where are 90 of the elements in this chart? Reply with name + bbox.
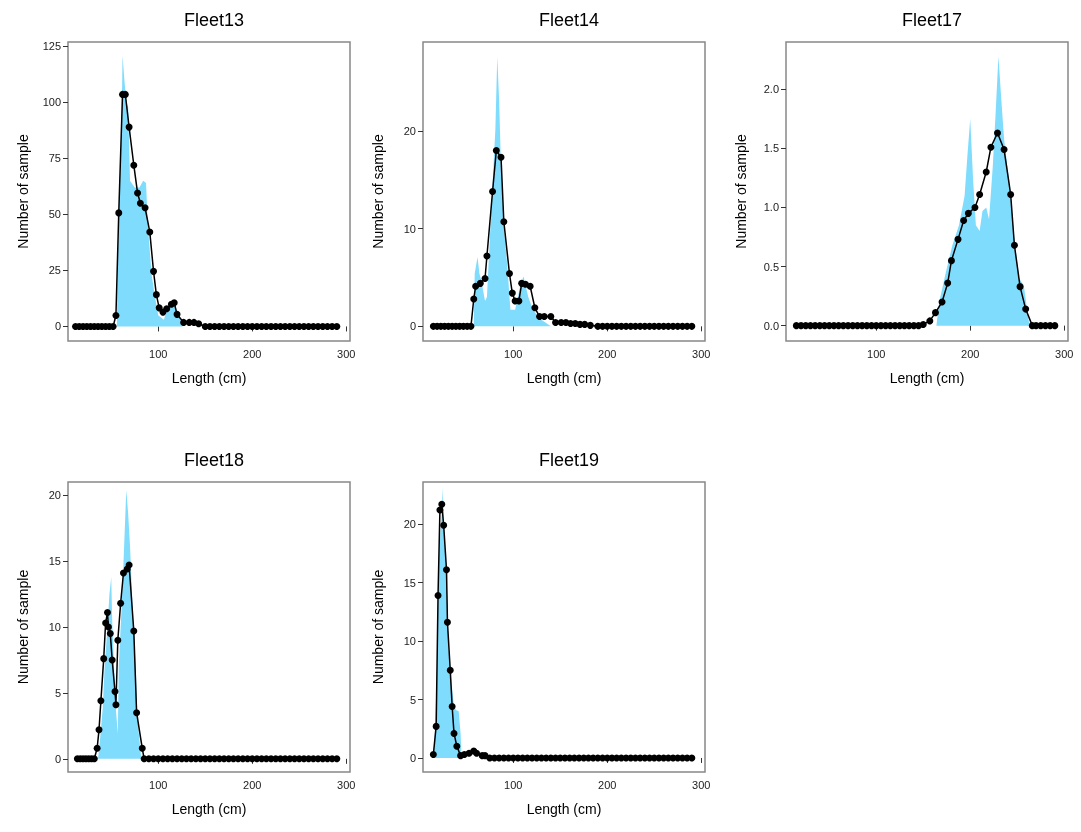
x-tick-label: 300 [692, 347, 711, 360]
y-tick-label: 5 [54, 686, 61, 699]
chart-title: Fleet13 [183, 10, 245, 30]
chart-title: Fleet14 [538, 10, 600, 30]
point [960, 216, 968, 224]
y-tick-label: 0 [54, 752, 61, 765]
y-tick-label: 20 [403, 124, 416, 137]
x-axis-title: Length (cm) [171, 801, 247, 817]
x-tick-label: 200 [598, 778, 617, 791]
point [531, 304, 539, 312]
point [481, 274, 489, 282]
x-tick-label: 300 [337, 778, 356, 791]
point [1016, 283, 1024, 291]
point [1022, 305, 1030, 313]
point [688, 322, 696, 330]
point [931, 309, 939, 317]
x-axis-title: Length (cm) [526, 370, 602, 386]
x-tick-label: 300 [692, 778, 711, 791]
x-tick-label: 100 [504, 347, 523, 360]
point [919, 320, 927, 328]
x-tick-label: 200 [598, 347, 617, 360]
y-tick-label: 125 [42, 40, 61, 53]
y-axis-title: Number of sample [15, 134, 31, 249]
point [1010, 241, 1018, 249]
y-tick-label: 0.0 [763, 319, 779, 332]
point [987, 143, 995, 151]
point [526, 282, 534, 290]
y-tick-label: 5 [409, 693, 416, 706]
y-tick-label: 1.5 [763, 142, 779, 155]
y-tick-label: 15 [48, 555, 61, 568]
point [947, 257, 955, 265]
x-tick-label: 300 [1055, 347, 1074, 360]
point [497, 153, 505, 161]
y-tick-label: 100 [42, 96, 61, 109]
y-tick-label: 2.0 [763, 83, 779, 96]
x-tick-label: 200 [961, 347, 980, 360]
point [1051, 322, 1059, 330]
y-tick-label: 20 [48, 489, 61, 502]
point [505, 270, 513, 278]
point [508, 289, 516, 297]
x-tick-label: 100 [504, 778, 523, 791]
y-axis-title: Number of sample [370, 134, 386, 249]
y-tick-label: 50 [48, 208, 61, 221]
x-axis-title: Length (cm) [526, 801, 602, 817]
y-axis-title: Number of sample [15, 569, 31, 685]
x-tick-label: 200 [243, 778, 262, 791]
y-axis-title: Number of sample [370, 569, 386, 685]
point [1000, 146, 1008, 154]
x-tick-label: 100 [149, 778, 168, 791]
y-tick-label: 20 [403, 518, 416, 531]
x-tick-label: 200 [243, 347, 262, 360]
point [982, 168, 990, 176]
x-tick-label: 300 [337, 347, 356, 360]
y-tick-label: 0.5 [763, 260, 779, 273]
x-tick-label: 100 [867, 347, 886, 360]
point [472, 282, 480, 290]
point [976, 190, 984, 198]
x-axis-title: Length (cm) [171, 370, 247, 386]
y-tick-label: 0 [409, 751, 416, 764]
y-tick-label: 10 [403, 635, 416, 648]
point [971, 203, 979, 211]
point [1007, 190, 1015, 198]
point [547, 313, 555, 321]
y-tick-label: 0 [54, 320, 61, 333]
y-tick-label: 75 [48, 152, 61, 165]
point [476, 279, 484, 287]
y-tick-label: 1.0 [763, 201, 779, 214]
point [954, 235, 962, 243]
point [492, 146, 500, 154]
x-tick-label: 100 [149, 347, 168, 360]
chart-title: Fleet18 [183, 450, 245, 470]
point [489, 188, 497, 195]
y-tick-label: 10 [403, 222, 416, 235]
chart-title: Fleet19 [538, 450, 600, 470]
point [581, 320, 589, 328]
point [944, 279, 952, 287]
y-axis-title: Number of sample [733, 134, 749, 249]
point [500, 218, 508, 226]
point [964, 209, 972, 217]
point [470, 295, 478, 303]
y-tick-label: 0 [409, 320, 416, 333]
point [994, 129, 1001, 137]
point [926, 317, 934, 325]
y-tick-label: 10 [48, 621, 61, 633]
y-tick-label: 25 [48, 264, 61, 277]
point [586, 321, 594, 329]
x-axis-title: Length (cm) [889, 370, 965, 386]
y-tick-label: 15 [403, 576, 416, 589]
point [467, 322, 475, 330]
chart-title: Fleet17 [901, 10, 963, 30]
